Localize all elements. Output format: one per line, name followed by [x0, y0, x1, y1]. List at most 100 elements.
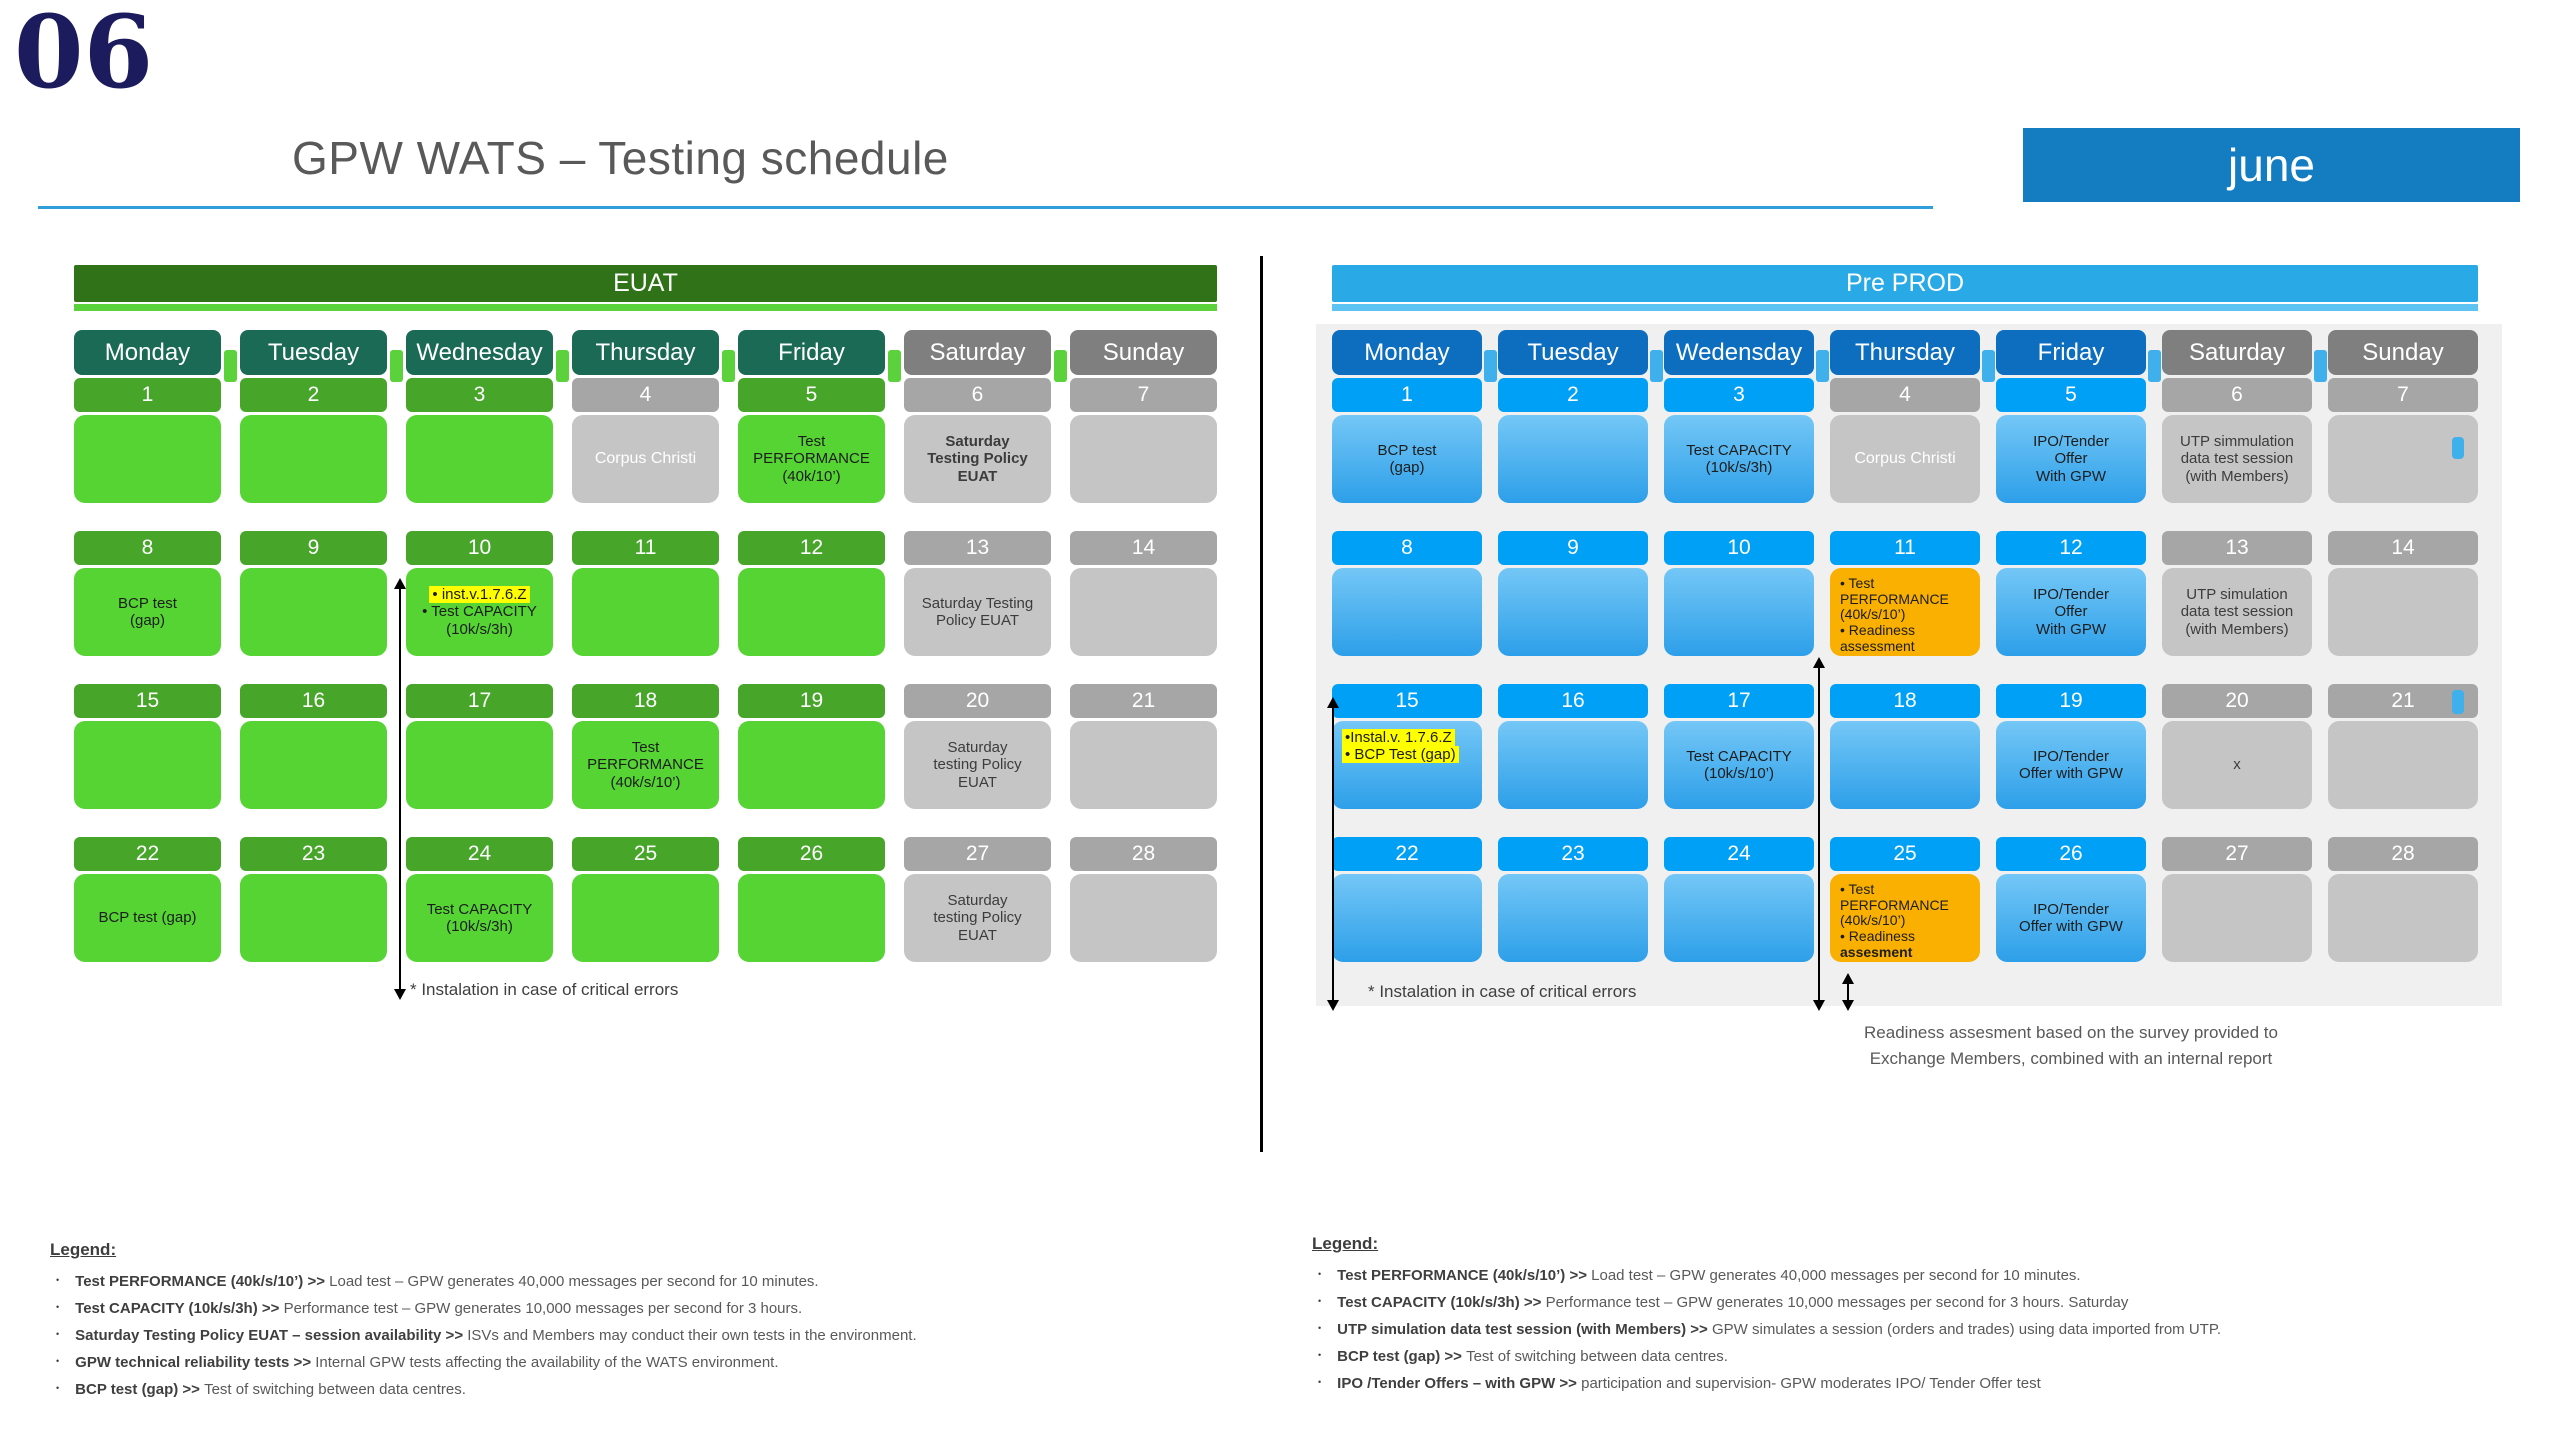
date-cell-13: 13 — [904, 531, 1051, 565]
date-cell-12: 12 — [738, 531, 885, 565]
header-connector — [888, 350, 901, 382]
date-cell-6: 6 — [2162, 378, 2312, 412]
cell-text: EUAT — [958, 773, 997, 791]
cell-text: Testing Policy — [927, 450, 1028, 468]
legend-item: • Test PERFORMANCE (40k/s/10’) >> Load te… — [1318, 1267, 2081, 1284]
date-cell-12: 12 — [1996, 531, 2146, 565]
date-cell-8: 8 — [74, 531, 221, 565]
month-button[interactable]: june — [2023, 128, 2520, 202]
event-cell-19: IPO/Tender Offer with GPW — [1996, 721, 2146, 809]
event-cell-4: Corpus Christi — [572, 415, 719, 503]
day-header-sunday: Sunday — [1070, 330, 1217, 375]
cell-text: Saturday Testing — [921, 594, 1034, 612]
day-header-sunday: Sunday — [2328, 330, 2478, 375]
header-connector — [390, 350, 403, 382]
event-cell-9 — [240, 568, 387, 656]
event-cell-19 — [738, 721, 885, 809]
event-cell-22: BCP test (gap) — [74, 874, 221, 962]
event-cell-26: IPO/Tender Offer with GPW — [1996, 874, 2146, 962]
calendar-divider-line — [1260, 256, 1263, 1152]
header-connector — [722, 350, 735, 382]
date-cell-28: 28 — [2328, 837, 2478, 871]
legend-heading: Legend: — [1312, 1234, 1379, 1253]
readiness-note: Readiness assesment based on the survey … — [1836, 1020, 2306, 1072]
cell-text: data test session — [2180, 450, 2294, 468]
legend-item: • Test CAPACITY (10k/s/3h) >> Performance… — [1318, 1294, 2129, 1311]
cell-text: IPO/Tender — [2033, 747, 2109, 765]
date-cell-21: 21 — [1070, 684, 1217, 718]
cell-text: testing Policy — [933, 909, 1022, 927]
date-cell-11: 11 — [572, 531, 719, 565]
cell-text: (40k/s/10’) — [1840, 912, 1906, 929]
day-header-friday: Friday — [1996, 330, 2146, 375]
header-connector — [2147, 350, 2161, 382]
event-cell-7 — [2328, 415, 2478, 503]
readiness-note-arrow — [1842, 973, 1854, 1011]
cell-text: (10k/s/10’) — [1703, 765, 1775, 782]
date-cell-10: 10 — [1664, 531, 1814, 565]
cell-text: EUAT — [957, 467, 998, 485]
preprod-legend: Legend: • Test PERFORMANCE (40k/s/10’) >> … — [1312, 1234, 2542, 1402]
date-cell-2: 2 — [240, 378, 387, 412]
cell-text: (gap) — [129, 612, 166, 629]
date-cell-19: 19 — [1996, 684, 2146, 718]
day-header-tuesday: Tuesday — [1498, 330, 1648, 375]
event-cell-23 — [1498, 874, 1648, 962]
date-cell-24: 24 — [1664, 837, 1814, 871]
event-cell-28 — [1070, 874, 1217, 962]
date-cell-15: 15 — [1332, 684, 1482, 718]
event-cell-17: Test CAPACITY (10k/s/10’) — [1664, 721, 1814, 809]
date-cell-16: 16 — [240, 684, 387, 718]
legend-item: • IPO /Tender Offers – with GPW >> partic… — [1318, 1375, 2041, 1392]
header-connector — [2313, 350, 2327, 382]
arrow-down-icon — [1842, 1000, 1854, 1011]
header-connector — [1054, 350, 1067, 382]
page-number: 06 — [14, 0, 154, 111]
event-cell-5: IPO/Tender Offer With GPW — [1996, 415, 2146, 503]
date-cell-27: 27 — [904, 837, 1051, 871]
cell-text: • BCP Test (gap) — [1342, 746, 1459, 764]
preprod-calendar: Pre PROD Monday Tuesday Wedensday Thursday Fr… — [1332, 265, 2478, 1025]
event-cell-3 — [406, 415, 553, 503]
date-cell-20: 20 — [2162, 684, 2312, 718]
event-cell-18: Test PERFORMANCE (40k/s/10’) — [572, 721, 719, 809]
readiness-note-line: Exchange Members, combined with an inter… — [1869, 1049, 2273, 1068]
date-cell-26: 26 — [738, 837, 885, 871]
cell-text: PERFORMANCE — [587, 756, 704, 774]
date-cell-7: 7 — [2328, 378, 2478, 412]
event-cell-17 — [406, 721, 553, 809]
day-header-thursday: Thursday — [572, 330, 719, 375]
cell-text: Offer with GPW — [2019, 918, 2123, 935]
date-cell-28: 28 — [1070, 837, 1217, 871]
event-cell-22 — [1332, 874, 1482, 962]
euat-footnote: * Instalation in case of critical errors — [410, 980, 679, 999]
legend-item: • Test CAPACITY (10k/s/3h) >> Performance… — [56, 1300, 803, 1317]
cell-text: x — [2233, 756, 2241, 774]
preprod-footnote: * Instalation in case of critical errors — [1368, 982, 1637, 1001]
event-cell-9 — [1498, 568, 1648, 656]
date-cell-18: 18 — [1830, 684, 1980, 718]
date-cell-1: 1 — [1332, 378, 1482, 412]
event-cell-27 — [2162, 874, 2312, 962]
date-cell-4: 4 — [572, 378, 719, 412]
event-cell-13: Saturday Testing Policy EUAT — [904, 568, 1051, 656]
event-cell-25: • Test PERFORMANCE (40k/s/10’) • Readiness a… — [1830, 874, 1980, 962]
cell-text: Test — [631, 739, 660, 757]
event-cell-6: Saturday Testing Policy EUAT — [904, 415, 1051, 503]
date-cell-24: 24 — [406, 837, 553, 871]
cell-text: (10k/s/3h) — [446, 620, 513, 638]
cell-text: Test CAPACITY — [426, 900, 533, 918]
legend-item: • BCP test (gap) >> Test of switching bet… — [1318, 1348, 1728, 1365]
preprod-accent-bar — [1332, 304, 2478, 311]
cell-text: (10k/s/3h) — [446, 918, 513, 935]
event-cell-14 — [2328, 568, 2478, 656]
header-connector — [1649, 350, 1663, 382]
euat-install-arrow — [394, 578, 406, 1000]
cell-text: IPO/Tender — [2033, 900, 2109, 918]
day-header-monday: Monday — [74, 330, 221, 375]
header-connector — [1981, 350, 1995, 382]
legend-item: • Test PERFORMANCE (40k/s/10’) >> Load te… — [56, 1273, 819, 1290]
day-header-wednesday: Wednesday — [406, 330, 553, 375]
arrow-down-icon — [1327, 1000, 1339, 1011]
